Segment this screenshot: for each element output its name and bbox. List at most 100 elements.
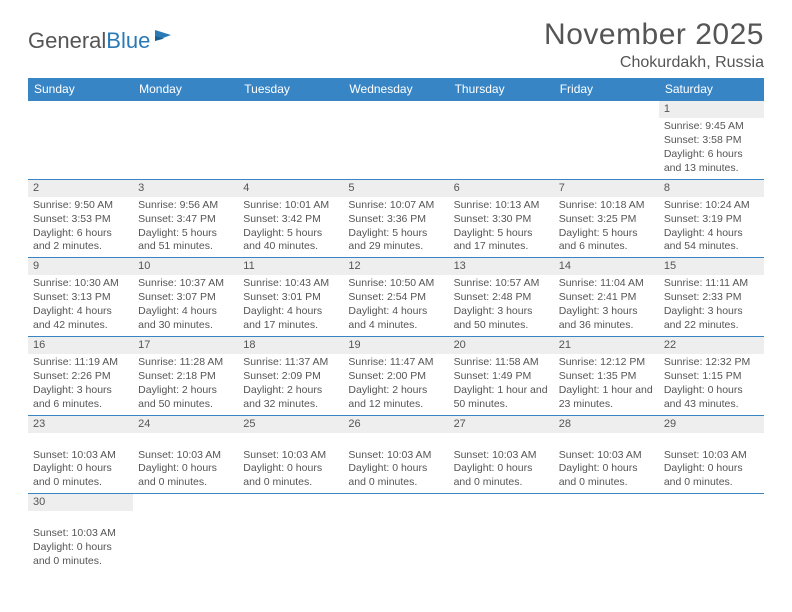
calendar-cell — [343, 101, 448, 179]
day-details: Sunset: 10:03 AMDaylight: 0 hoursand 0 m… — [28, 433, 133, 493]
logo-text-2: Blue — [106, 28, 150, 54]
calendar-row: 2Sunrise: 9:50 AMSunset: 3:53 PMDaylight… — [28, 179, 764, 258]
day-number: 12 — [343, 258, 448, 275]
header: GeneralBlue November 2025 Chokurdakh, Ru… — [28, 18, 764, 72]
day-details: Sunrise: 10:07 AMSunset: 3:36 PMDaylight… — [343, 197, 448, 257]
calendar-cell: 13Sunrise: 10:57 AMSunset: 2:48 PMDaylig… — [449, 258, 554, 337]
calendar-cell: 11Sunrise: 10:43 AMSunset: 3:01 PMDaylig… — [238, 258, 343, 337]
calendar-cell: 8Sunrise: 10:24 AMSunset: 3:19 PMDayligh… — [659, 179, 764, 258]
weekday-header: Friday — [554, 78, 659, 101]
day-number: 29 — [659, 416, 764, 433]
calendar-cell — [28, 101, 133, 179]
calendar-cell: 4Sunrise: 10:01 AMSunset: 3:42 PMDayligh… — [238, 179, 343, 258]
day-details: Sunset: 10:03 AMDaylight: 0 hoursand 0 m… — [659, 433, 764, 493]
calendar-cell: 23 Sunset: 10:03 AMDaylight: 0 hoursand … — [28, 415, 133, 494]
calendar-row: 30 Sunset: 10:03 AMDaylight: 0 hoursand … — [28, 494, 764, 572]
calendar-cell: 25 Sunset: 10:03 AMDaylight: 0 hoursand … — [238, 415, 343, 494]
day-details: Sunrise: 11:04 AMSunset: 2:41 PMDaylight… — [554, 275, 659, 335]
calendar-cell — [133, 101, 238, 179]
day-number: 21 — [554, 337, 659, 354]
calendar-cell — [554, 494, 659, 572]
calendar-cell: 1Sunrise: 9:45 AMSunset: 3:58 PMDaylight… — [659, 101, 764, 179]
day-details: Sunrise: 9:45 AMSunset: 3:58 PMDaylight:… — [659, 118, 764, 178]
day-details: Sunset: 10:03 AMDaylight: 0 hoursand 0 m… — [449, 433, 554, 493]
calendar-row: 9Sunrise: 10:30 AMSunset: 3:13 PMDayligh… — [28, 258, 764, 337]
day-number: 26 — [343, 416, 448, 433]
calendar-cell: 28 Sunset: 10:03 AMDaylight: 0 hoursand … — [554, 415, 659, 494]
weekday-header: Wednesday — [343, 78, 448, 101]
calendar-cell: 7Sunrise: 10:18 AMSunset: 3:25 PMDayligh… — [554, 179, 659, 258]
day-details: Sunrise: 10:01 AMSunset: 3:42 PMDaylight… — [238, 197, 343, 257]
day-details: Sunrise: 10:30 AMSunset: 3:13 PMDaylight… — [28, 275, 133, 335]
calendar-row: 1Sunrise: 9:45 AMSunset: 3:58 PMDaylight… — [28, 101, 764, 179]
day-details: Sunrise: 11:11 AMSunset: 2:33 PMDaylight… — [659, 275, 764, 335]
day-details: Sunrise: 12:12 PMSunset: 1:35 PMDaylight… — [554, 354, 659, 414]
calendar-cell: 17Sunrise: 11:28 AMSunset: 2:18 PMDaylig… — [133, 336, 238, 415]
day-number: 17 — [133, 337, 238, 354]
day-number: 19 — [343, 337, 448, 354]
title-block: November 2025 Chokurdakh, Russia — [544, 18, 764, 72]
calendar-cell: 12Sunrise: 10:50 AMSunset: 2:54 PMDaylig… — [343, 258, 448, 337]
day-number: 27 — [449, 416, 554, 433]
calendar-cell: 22Sunrise: 12:32 PMSunset: 1:15 PMDaylig… — [659, 336, 764, 415]
day-details: Sunset: 10:03 AMDaylight: 0 hoursand 0 m… — [28, 511, 133, 571]
calendar-cell — [238, 101, 343, 179]
flag-icon — [153, 28, 175, 46]
weekday-header: Monday — [133, 78, 238, 101]
calendar-cell: 30 Sunset: 10:03 AMDaylight: 0 hoursand … — [28, 494, 133, 572]
weekday-header-row: Sunday Monday Tuesday Wednesday Thursday… — [28, 78, 764, 101]
calendar-cell: 15Sunrise: 11:11 AMSunset: 2:33 PMDaylig… — [659, 258, 764, 337]
calendar-cell: 20Sunrise: 11:58 AMSunset: 1:49 PMDaylig… — [449, 336, 554, 415]
calendar-cell: 18Sunrise: 11:37 AMSunset: 2:09 PMDaylig… — [238, 336, 343, 415]
day-details: Sunset: 10:03 AMDaylight: 0 hoursand 0 m… — [343, 433, 448, 493]
day-number: 30 — [28, 494, 133, 511]
day-details: Sunrise: 11:37 AMSunset: 2:09 PMDaylight… — [238, 354, 343, 414]
calendar-cell: 24 Sunset: 10:03 AMDaylight: 0 hoursand … — [133, 415, 238, 494]
title-month: November 2025 — [544, 18, 764, 52]
day-details: Sunrise: 10:50 AMSunset: 2:54 PMDaylight… — [343, 275, 448, 335]
day-number: 22 — [659, 337, 764, 354]
day-number: 11 — [238, 258, 343, 275]
day-details: Sunset: 10:03 AMDaylight: 0 hoursand 0 m… — [238, 433, 343, 493]
logo-text-1: General — [28, 28, 106, 54]
calendar-cell: 27 Sunset: 10:03 AMDaylight: 0 hoursand … — [449, 415, 554, 494]
day-number: 6 — [449, 180, 554, 197]
day-number: 1 — [659, 101, 764, 118]
calendar-cell — [554, 101, 659, 179]
day-number: 13 — [449, 258, 554, 275]
day-number: 16 — [28, 337, 133, 354]
day-details: Sunrise: 9:56 AMSunset: 3:47 PMDaylight:… — [133, 197, 238, 257]
day-number: 9 — [28, 258, 133, 275]
day-details: Sunrise: 9:50 AMSunset: 3:53 PMDaylight:… — [28, 197, 133, 257]
day-number: 28 — [554, 416, 659, 433]
calendar-cell — [449, 494, 554, 572]
day-number: 4 — [238, 180, 343, 197]
weekday-header: Thursday — [449, 78, 554, 101]
calendar-cell: 5Sunrise: 10:07 AMSunset: 3:36 PMDayligh… — [343, 179, 448, 258]
day-number: 18 — [238, 337, 343, 354]
calendar-cell: 2Sunrise: 9:50 AMSunset: 3:53 PMDaylight… — [28, 179, 133, 258]
day-details: Sunrise: 11:58 AMSunset: 1:49 PMDaylight… — [449, 354, 554, 414]
day-number: 5 — [343, 180, 448, 197]
calendar-cell: 14Sunrise: 11:04 AMSunset: 2:41 PMDaylig… — [554, 258, 659, 337]
calendar-cell: 16Sunrise: 11:19 AMSunset: 2:26 PMDaylig… — [28, 336, 133, 415]
weekday-header: Saturday — [659, 78, 764, 101]
calendar-cell: 21Sunrise: 12:12 PMSunset: 1:35 PMDaylig… — [554, 336, 659, 415]
day-details: Sunrise: 11:28 AMSunset: 2:18 PMDaylight… — [133, 354, 238, 414]
calendar-cell: 3Sunrise: 9:56 AMSunset: 3:47 PMDaylight… — [133, 179, 238, 258]
logo: GeneralBlue — [28, 18, 175, 54]
day-details: Sunrise: 10:57 AMSunset: 2:48 PMDaylight… — [449, 275, 554, 335]
day-details: Sunrise: 10:43 AMSunset: 3:01 PMDaylight… — [238, 275, 343, 335]
day-details: Sunrise: 11:19 AMSunset: 2:26 PMDaylight… — [28, 354, 133, 414]
calendar-table: Sunday Monday Tuesday Wednesday Thursday… — [28, 78, 764, 572]
day-details: Sunrise: 11:47 AMSunset: 2:00 PMDaylight… — [343, 354, 448, 414]
calendar-cell: 10Sunrise: 10:37 AMSunset: 3:07 PMDaylig… — [133, 258, 238, 337]
day-details: Sunrise: 10:13 AMSunset: 3:30 PMDaylight… — [449, 197, 554, 257]
calendar-cell: 6Sunrise: 10:13 AMSunset: 3:30 PMDayligh… — [449, 179, 554, 258]
day-number: 3 — [133, 180, 238, 197]
day-number: 10 — [133, 258, 238, 275]
day-number: 2 — [28, 180, 133, 197]
calendar-cell: 9Sunrise: 10:30 AMSunset: 3:13 PMDayligh… — [28, 258, 133, 337]
day-number: 8 — [659, 180, 764, 197]
calendar-row: 23 Sunset: 10:03 AMDaylight: 0 hoursand … — [28, 415, 764, 494]
